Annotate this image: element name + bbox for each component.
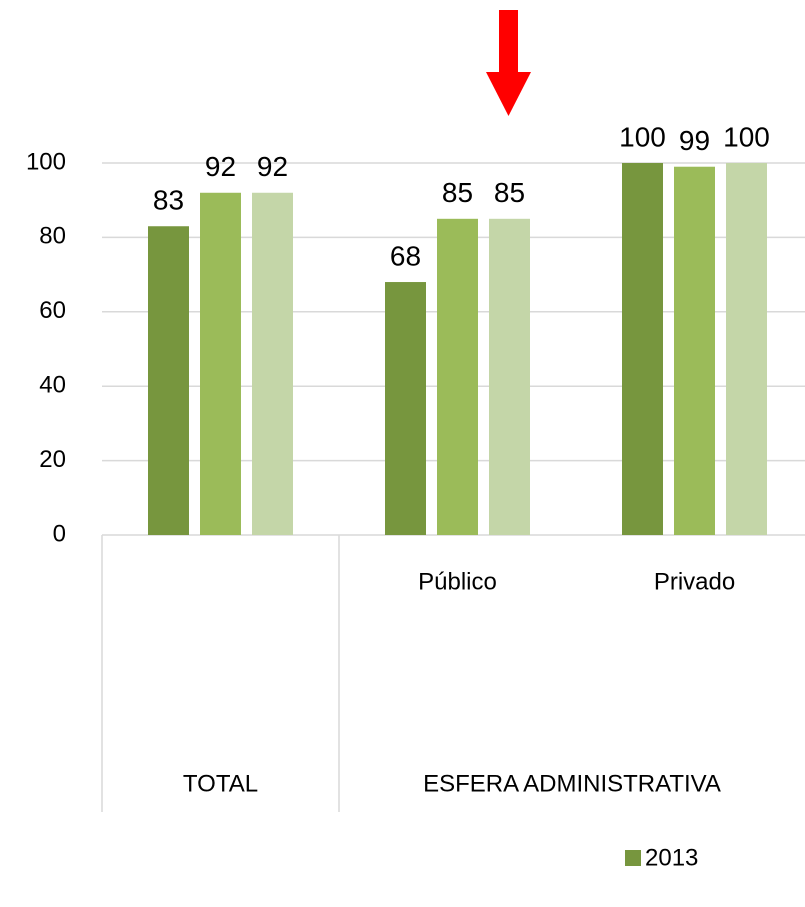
bar bbox=[252, 192, 293, 535]
category-group-label: TOTAL bbox=[183, 770, 258, 797]
value-label: 85 bbox=[442, 177, 473, 208]
bar bbox=[622, 163, 663, 535]
value-label: 92 bbox=[205, 151, 236, 182]
value-label: 92 bbox=[257, 151, 288, 182]
value-label: 99 bbox=[679, 125, 710, 156]
value-label: 85 bbox=[494, 177, 525, 208]
x-tick-label: Privado bbox=[654, 568, 735, 595]
red-arrow bbox=[486, 10, 531, 116]
bar bbox=[726, 163, 767, 535]
legend-swatch bbox=[625, 850, 641, 866]
bar bbox=[489, 218, 530, 536]
y-tick-label: 80 bbox=[39, 223, 66, 250]
category-group-label: ESFERA ADMINISTRATIVA bbox=[423, 770, 721, 797]
y-tick-label: 100 bbox=[26, 148, 66, 175]
value-label: 100 bbox=[723, 121, 770, 152]
bar bbox=[385, 282, 426, 535]
y-tick-label: 40 bbox=[39, 372, 66, 399]
value-label: 83 bbox=[153, 185, 184, 216]
value-label: 68 bbox=[390, 240, 421, 271]
y-tick-label: 0 bbox=[53, 520, 66, 547]
legend-label: 2013 bbox=[645, 844, 698, 871]
y-tick-label: 20 bbox=[39, 446, 66, 473]
y-tick-label: 60 bbox=[39, 297, 66, 324]
bar bbox=[200, 192, 241, 535]
bar bbox=[674, 166, 715, 535]
bar bbox=[437, 218, 478, 536]
value-label: 100 bbox=[619, 121, 666, 152]
bar bbox=[148, 226, 189, 536]
x-tick-label: Público bbox=[418, 568, 497, 595]
